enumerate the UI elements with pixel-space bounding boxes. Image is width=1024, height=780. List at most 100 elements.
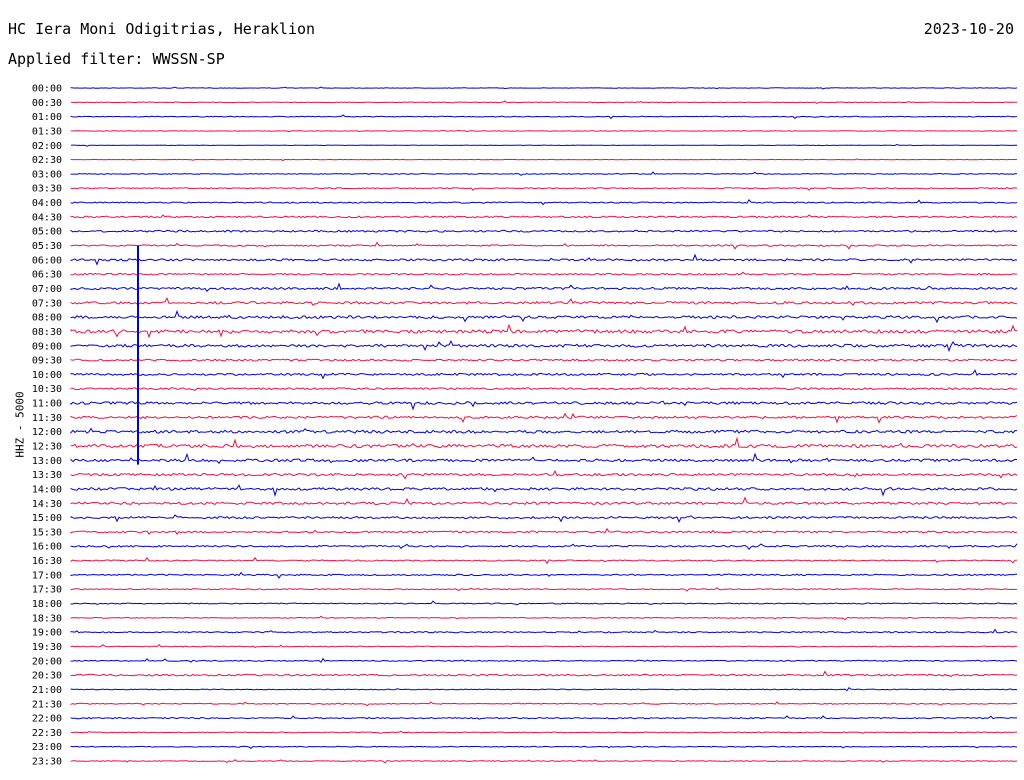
trace-line — [70, 100, 1017, 104]
row-time-label: 19:00 — [32, 628, 62, 639]
trace-line — [70, 759, 1018, 764]
trace-line — [70, 514, 1018, 523]
row-time-label: 23:00 — [32, 742, 62, 753]
trace-line — [70, 571, 1017, 579]
row-time-label: 10:00 — [32, 370, 62, 381]
row-time-label: 05:00 — [32, 227, 62, 238]
row-time-label: 05:30 — [32, 241, 62, 252]
trace-line — [70, 701, 1018, 707]
trace-line — [70, 114, 1018, 120]
row-time-label: 20:30 — [32, 671, 62, 682]
row-time-label: 23:30 — [32, 757, 62, 768]
trace-line — [70, 557, 1018, 565]
row-time-label: 02:00 — [32, 141, 62, 152]
row-time-label: 19:30 — [32, 642, 62, 653]
trace-line — [70, 187, 1018, 191]
row-time-label: 01:30 — [32, 126, 62, 137]
row-time-label: 13:00 — [32, 456, 62, 467]
trace-line — [70, 469, 1018, 480]
row-time-label: 18:00 — [32, 599, 62, 610]
row-time-label: 07:00 — [32, 284, 62, 295]
row-time-label: 08:30 — [32, 327, 62, 338]
row-time-label: 06:00 — [32, 255, 62, 266]
row-time-label: 00:00 — [32, 84, 62, 95]
trace-line — [70, 271, 1018, 276]
trace-rows: 00:00 00:30 01:00 01:30 02:00 02:30 03:00 03:30… — [32, 84, 1018, 768]
row-time-label: 01:00 — [32, 112, 62, 123]
row-time-label: 02:30 — [32, 155, 62, 166]
row-time-label: 17:30 — [32, 585, 62, 596]
row-time-label: 13:30 — [32, 470, 62, 481]
trace-line — [70, 543, 1018, 550]
trace-line — [70, 369, 1018, 380]
trace-line — [70, 496, 1018, 506]
trace-line — [70, 436, 1018, 449]
trace-line — [70, 657, 1018, 663]
row-time-label: 18:30 — [32, 613, 62, 624]
row-time-label: 08:00 — [32, 313, 62, 324]
row-time-label: 15:30 — [32, 527, 62, 538]
trace-line — [70, 615, 1017, 621]
row-time-label: 04:30 — [32, 212, 62, 223]
row-time-label: 20:00 — [32, 656, 62, 667]
trace-line — [70, 358, 1018, 362]
row-time-label: 12:00 — [32, 427, 62, 438]
trace-line — [70, 86, 1018, 90]
trace-line — [70, 484, 1018, 498]
trace-line — [70, 241, 1018, 250]
row-time-label: 14:00 — [32, 484, 62, 495]
trace-line — [70, 628, 1017, 634]
trace-line — [70, 527, 1018, 536]
trace-line — [70, 400, 1018, 411]
row-time-label: 11:00 — [32, 399, 62, 410]
trace-line — [70, 600, 1018, 606]
row-time-label: 21:00 — [32, 685, 62, 696]
trace-line — [70, 282, 1018, 292]
trace-line — [70, 687, 1018, 692]
trace-line — [70, 387, 1018, 391]
row-time-label: 03:00 — [32, 169, 62, 180]
trace-line — [70, 229, 1018, 233]
row-time-label: 09:00 — [32, 341, 62, 352]
row-time-label: 22:30 — [32, 728, 62, 739]
row-time-label: 12:30 — [32, 442, 62, 453]
trace-line — [70, 644, 1018, 648]
trace-line — [70, 412, 1018, 424]
trace-line — [70, 339, 1018, 353]
station-title: HC Iera Moni Odigitrias, Heraklion — [8, 20, 316, 38]
row-time-label: 00:30 — [32, 98, 62, 109]
filter-label: Applied filter: WWSSN-SP — [8, 50, 225, 68]
row-time-label: 03:30 — [32, 184, 62, 195]
row-time-label: 16:00 — [32, 542, 62, 553]
trace-line — [70, 171, 1018, 176]
row-time-label: 11:30 — [32, 413, 62, 424]
trace-line — [70, 587, 1018, 592]
row-time-label: 22:00 — [32, 714, 62, 725]
row-time-label: 21:30 — [32, 699, 62, 710]
trace-line — [70, 129, 1018, 133]
row-time-label: 09:30 — [32, 356, 62, 367]
row-time-label: 16:30 — [32, 556, 62, 567]
row-time-label: 15:00 — [32, 513, 62, 524]
trace-line — [70, 745, 1018, 750]
row-time-label: 04:00 — [32, 198, 62, 209]
row-time-label: 14:30 — [32, 499, 62, 510]
trace-line — [70, 323, 1018, 339]
row-time-label: 07:30 — [32, 298, 62, 309]
trace-line — [70, 214, 1018, 219]
trace-line — [70, 452, 1018, 465]
trace-line — [70, 427, 1018, 435]
date-label: 2023-10-20 — [923, 20, 1014, 38]
trace-line — [70, 310, 1018, 324]
trace-line — [70, 143, 1017, 147]
trace-line — [70, 253, 1017, 266]
trace-line — [70, 715, 1017, 720]
row-time-label: 10:30 — [32, 384, 62, 395]
trace-line — [70, 198, 1018, 206]
trace-line — [70, 730, 1018, 734]
trace-line — [70, 670, 1018, 678]
trace-line — [70, 297, 1018, 307]
trace-line — [70, 158, 1018, 162]
row-time-label: 06:30 — [32, 270, 62, 281]
